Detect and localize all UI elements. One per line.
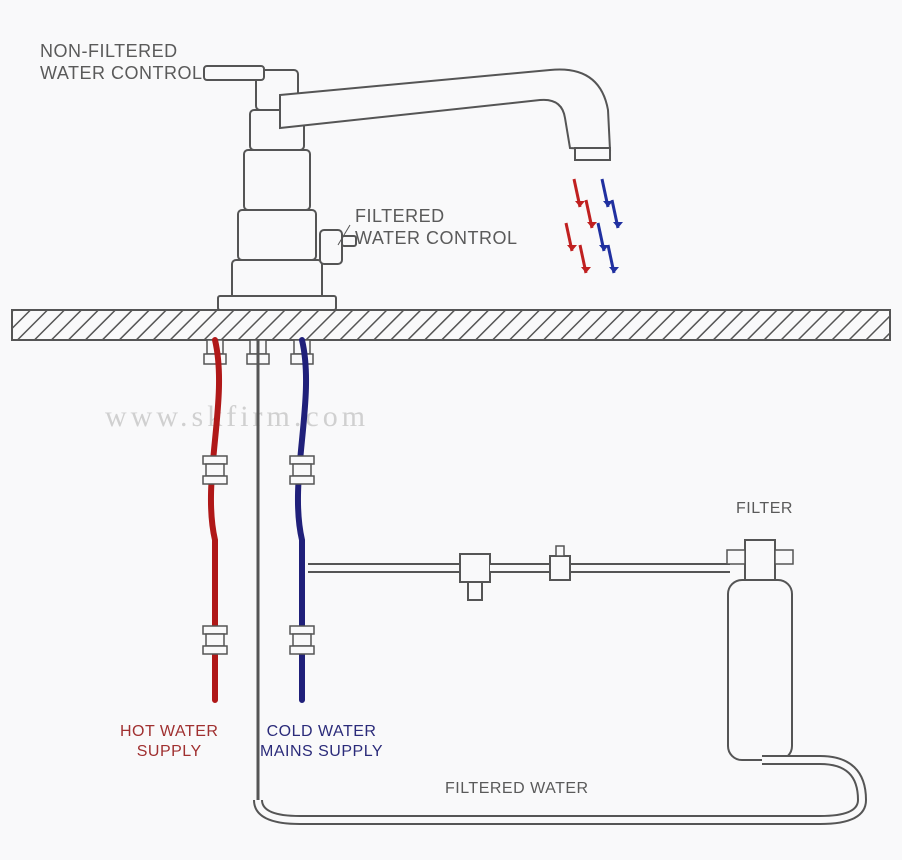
filter-body [728, 580, 792, 760]
faucet-spout [280, 70, 610, 151]
filter-head [745, 540, 775, 580]
countertop [12, 310, 890, 340]
non-filtered-handle [204, 66, 264, 80]
diagram-svg [0, 0, 902, 860]
filtered-handle [320, 230, 342, 264]
